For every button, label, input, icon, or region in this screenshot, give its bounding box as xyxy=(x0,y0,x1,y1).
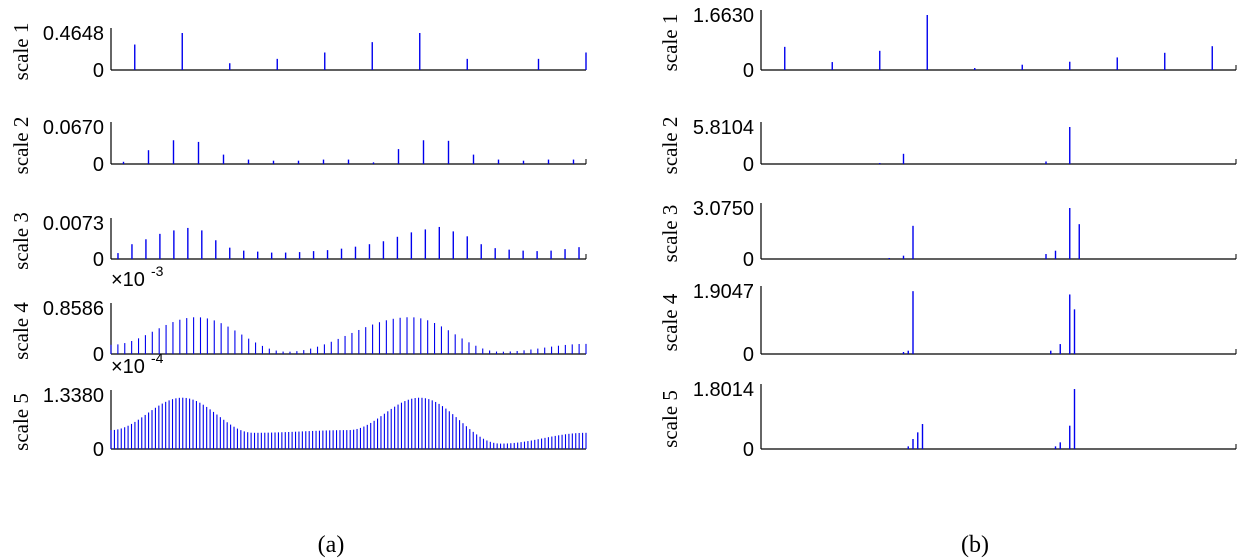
ytick-max-label: 0.4648 xyxy=(43,23,104,45)
ylabel: scale 5 xyxy=(658,390,682,448)
caption-a: (a) xyxy=(318,532,345,558)
stems xyxy=(907,389,1076,449)
panel-a-3: 0.0073 0 scale 3 xyxy=(9,212,587,271)
ytick-max-label: 5.8104 xyxy=(693,117,754,139)
exponent-power: -3 xyxy=(151,263,164,279)
ytick-max-label: 1.3380 xyxy=(43,385,104,407)
ytick-zero-label: 0 xyxy=(743,154,754,176)
ytick-max-label: 1.9047 xyxy=(693,281,754,303)
ylabel: scale 4 xyxy=(9,302,33,360)
panel-b-3: 3.0750 0 scale 3 xyxy=(658,198,1237,271)
ytick-zero-label: 0 xyxy=(93,60,104,82)
ylabel: scale 3 xyxy=(658,205,682,263)
ylabel: scale 2 xyxy=(9,117,33,175)
ylabel: scale 1 xyxy=(658,14,682,72)
ytick-max-label: 1.6630 xyxy=(693,5,754,27)
stems xyxy=(117,226,580,259)
stems xyxy=(902,291,1076,354)
ylabel: scale 2 xyxy=(658,117,682,175)
ylabel: scale 4 xyxy=(658,293,682,351)
panel-b-4: 1.9047 0 scale 4 xyxy=(658,281,1237,366)
panel-b-2: 5.8104 0 scale 2 xyxy=(658,117,1237,176)
ytick-zero-label: 0 xyxy=(93,249,104,271)
panel-a-2: 0.0670 0 scale 2 xyxy=(9,117,587,176)
stems xyxy=(134,33,587,70)
panel-a-1: 0.4648 0 scale 1 xyxy=(9,23,587,82)
ytick-max-label: 0.0670 xyxy=(43,117,104,139)
stems xyxy=(879,127,1071,164)
ytick-max-label: 0.0073 xyxy=(43,213,104,235)
stems xyxy=(784,15,1213,70)
ytick-zero-label: 0 xyxy=(743,60,754,82)
exponent-power: -4 xyxy=(151,350,164,366)
stems xyxy=(122,140,575,164)
exponent-label: ×10 xyxy=(111,269,145,291)
exponent-label: ×10 xyxy=(111,356,145,378)
ytick-max-label: 0.8586 xyxy=(43,298,104,320)
caption-b: (b) xyxy=(961,532,989,558)
ytick-zero-label: 0 xyxy=(93,344,104,366)
ylabel: scale 3 xyxy=(9,212,33,270)
ytick-max-label: 1.8014 xyxy=(693,379,754,401)
panel-a-5: 1.3380 0 ×10 -4 scale 5 xyxy=(9,350,587,461)
ytick-zero-label: 0 xyxy=(743,439,754,461)
panel-a-4: 0.8586 0 ×10 -3 scale 4 xyxy=(9,263,587,366)
ytick-zero-label: 0 xyxy=(743,249,754,271)
ytick-zero-label: 0 xyxy=(743,344,754,366)
ytick-zero-label: 0 xyxy=(93,154,104,176)
ylabel: scale 1 xyxy=(9,23,33,81)
ytick-zero-label: 0 xyxy=(93,439,104,461)
ylabel: scale 5 xyxy=(9,393,33,451)
panel-b-5: 1.8014 0 scale 5 xyxy=(658,379,1237,461)
stems xyxy=(888,208,1080,259)
ytick-max-label: 3.0750 xyxy=(693,198,754,220)
stems xyxy=(110,397,587,449)
panel-b-1: 1.6630 0 scale 1 xyxy=(658,5,1237,82)
stems xyxy=(110,317,587,354)
